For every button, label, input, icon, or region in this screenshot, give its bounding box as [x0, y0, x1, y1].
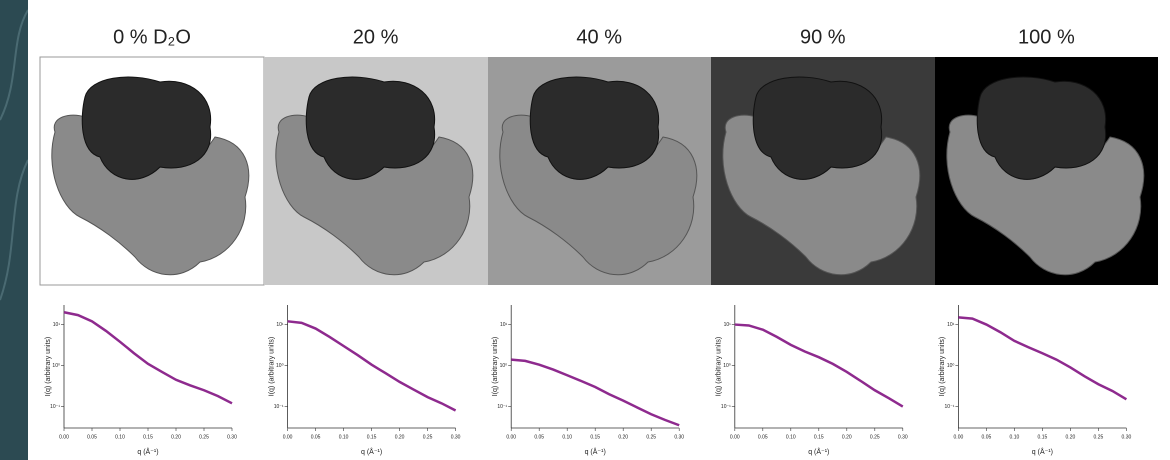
- scattering-curve: [287, 320, 457, 412]
- x-axis-label: q (Å⁻¹): [1032, 447, 1053, 456]
- x-tick-label: 0.20: [618, 434, 628, 440]
- y-axis-label: I(q) (arbitrary units): [939, 337, 946, 397]
- y-axis-label: I(q) (arbitrary units): [268, 337, 275, 397]
- x-tick-label: 0.05: [982, 434, 992, 440]
- x-tick-label: 0.25: [423, 434, 433, 440]
- y-tick-label: 10⁻¹: [497, 404, 507, 410]
- y-tick-label: 10⁻¹: [274, 404, 284, 410]
- panel-title: 90 %: [800, 26, 846, 48]
- x-tick-label: 0.30: [451, 434, 461, 440]
- x-tick-label: 0.20: [1066, 434, 1076, 440]
- y-tick-label: 10¹: [53, 322, 61, 328]
- x-tick-label: 0.25: [646, 434, 656, 440]
- y-tick-label: 10⁻¹: [721, 404, 731, 410]
- y-tick-label: 10⁰: [947, 363, 955, 369]
- x-tick-label: 0.10: [115, 434, 125, 440]
- y-tick-label: 10⁻¹: [50, 404, 60, 410]
- y-tick-label: 10⁻¹: [945, 404, 955, 410]
- x-tick-label: 0.00: [283, 434, 293, 440]
- x-tick-label: 0.30: [227, 434, 237, 440]
- scattering-curve: [511, 358, 680, 427]
- x-tick-label: 0.25: [199, 434, 209, 440]
- x-tick-label: 0.10: [1010, 434, 1020, 440]
- y-tick-label: 10¹: [500, 322, 508, 328]
- x-tick-label: 0.10: [786, 434, 796, 440]
- x-tick-label: 0.20: [171, 434, 181, 440]
- x-tick-label: 0.20: [842, 434, 852, 440]
- panel-title: 40 %: [576, 26, 622, 48]
- x-axis-label: q (Å⁻¹): [137, 447, 158, 456]
- y-tick-label: 10⁰: [276, 363, 284, 369]
- x-tick-label: 0.10: [562, 434, 572, 440]
- decoration: [0, 9, 29, 301]
- scattering-curve: [958, 316, 1128, 401]
- x-tick-label: 0.30: [1122, 434, 1132, 440]
- y-axis-label: I(q) (arbitrary units): [45, 337, 52, 397]
- x-tick-label: 0.10: [339, 434, 349, 440]
- x-tick-label: 0.05: [87, 434, 97, 440]
- x-tick-label: 0.00: [506, 434, 516, 440]
- x-tick-label: 0.20: [395, 434, 405, 440]
- x-tick-label: 0.05: [311, 434, 321, 440]
- panel-title: 0 % D₂O: [113, 26, 191, 48]
- x-axis-label: q (Å⁻¹): [361, 447, 382, 456]
- x-tick-label: 0.25: [870, 434, 880, 440]
- y-tick-label: 10¹: [947, 322, 955, 328]
- x-tick-label: 0.15: [143, 434, 153, 440]
- x-tick-label: 0.00: [954, 434, 964, 440]
- x-tick-label: 0.25: [1094, 434, 1104, 440]
- x-tick-label: 0.15: [590, 434, 600, 440]
- scattering-curve: [734, 323, 904, 408]
- x-axis-label: q (Å⁻¹): [585, 447, 606, 456]
- panel-title: 100 %: [1018, 26, 1075, 48]
- x-axis-label: q (Å⁻¹): [808, 447, 829, 456]
- x-tick-label: 0.15: [1038, 434, 1048, 440]
- x-tick-label: 0.00: [730, 434, 740, 440]
- x-tick-label: 0.00: [59, 434, 69, 440]
- y-tick-label: 10¹: [276, 322, 284, 328]
- x-tick-label: 0.05: [534, 434, 544, 440]
- y-tick-label: 10¹: [724, 322, 732, 328]
- y-axis-label: I(q) (arbitrary units): [492, 337, 499, 397]
- x-tick-label: 0.30: [674, 434, 684, 440]
- y-tick-label: 10⁰: [500, 363, 508, 369]
- x-tick-label: 0.30: [898, 434, 908, 440]
- panel-title: 20 %: [353, 26, 399, 48]
- y-tick-label: 10⁰: [723, 363, 731, 369]
- x-tick-label: 0.05: [758, 434, 768, 440]
- x-tick-label: 0.15: [814, 434, 824, 440]
- x-tick-label: 0.15: [367, 434, 377, 440]
- scattering-curve: [63, 310, 233, 405]
- y-tick-label: 10⁰: [52, 363, 60, 369]
- y-axis-label: I(q) (arbitrary units): [716, 337, 723, 397]
